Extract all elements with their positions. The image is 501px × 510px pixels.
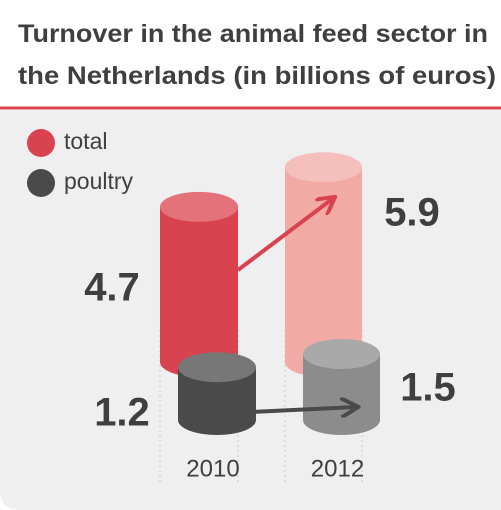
legend-swatch: [27, 169, 55, 197]
value-label: 1.5: [400, 366, 456, 410]
cylinder-body: [285, 167, 362, 362]
value-label: 5.9: [384, 191, 440, 235]
legend-label: poultry: [64, 168, 134, 194]
cylinder-top: [160, 191, 238, 222]
cylinder-top: [178, 352, 256, 383]
trend-arrow: [236, 198, 334, 272]
chart-title: the Netherlands (in billions of euros): [18, 62, 496, 90]
legend-label: total: [64, 128, 107, 154]
x-tick-label: 2010: [186, 455, 239, 482]
value-label: 1.2: [94, 391, 150, 435]
cylinder: [178, 352, 256, 435]
chart-title: Turnover in the animal feed sector in: [18, 20, 488, 48]
cylinder-top: [303, 339, 380, 369]
cylinder: [303, 339, 380, 435]
cylinder-body: [160, 206, 238, 362]
value-label: 4.7: [84, 266, 140, 310]
legend-swatch: [27, 129, 55, 157]
cylinder-top: [285, 152, 362, 183]
x-tick-label: 2012: [311, 455, 364, 482]
trend-arrow: [251, 407, 357, 412]
cylinder: [160, 191, 238, 377]
